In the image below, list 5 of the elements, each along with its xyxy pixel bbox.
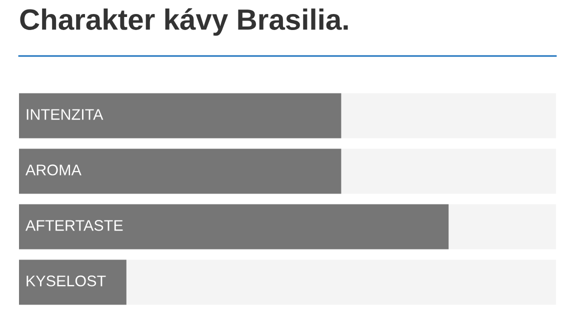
- y-tick-label: AFTERTASTE: [25, 220, 123, 231]
- y-tick-label: KYSELOST: [26, 276, 106, 286]
- chart-title: Charakter kávy Brasilia.: [20, 8, 348, 36]
- y-tick-label: INTENZITA: [26, 109, 104, 120]
- y-tick-label: AROMA: [25, 164, 82, 176]
